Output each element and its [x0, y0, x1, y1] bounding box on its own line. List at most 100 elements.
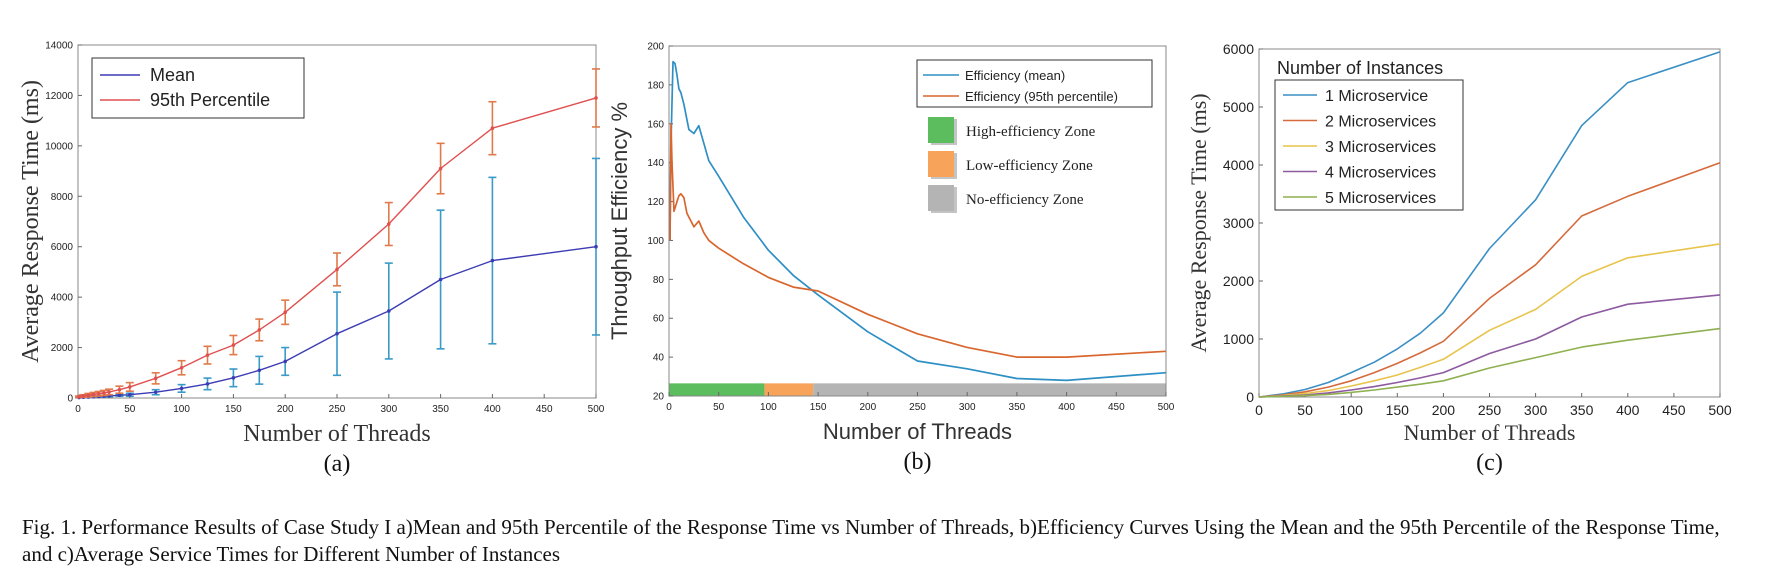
y-tick-label: 6000 [1223, 41, 1254, 57]
data-point [117, 393, 122, 398]
data-point [387, 309, 391, 313]
data-point [179, 386, 184, 391]
x-tick-label: 300 [1524, 402, 1548, 418]
y-tick-label: 1000 [1223, 331, 1254, 347]
y-tick-label: 5000 [1223, 99, 1254, 115]
x-tick-label: 400 [484, 404, 501, 415]
series-line-1-instances [1258, 51, 1721, 398]
y-tick-label: 140 [647, 158, 664, 169]
data-point [438, 277, 443, 282]
x-tick-label: 250 [329, 404, 346, 415]
legend-label: Efficiency (mean) [965, 68, 1065, 83]
x-tick-label: 0 [666, 402, 672, 413]
legend-label: 3 Microservices [1325, 139, 1436, 156]
data-point [86, 393, 91, 398]
data-point [231, 376, 236, 380]
data-point [490, 126, 495, 131]
data-point [81, 394, 85, 398]
y-tick-label: 100 [647, 236, 664, 247]
data-point [107, 390, 111, 394]
x-tick-label: 150 [225, 404, 242, 415]
series-line-3-instances [1258, 243, 1721, 398]
panel-b-chart: 0 50 100 150 200 250 300 350 400 450 500 20 40 60 80 10… [607, 42, 1175, 476]
legend-title: Number of Instances [1277, 58, 1443, 78]
x-tick-label: 300 [959, 402, 976, 413]
data-point [77, 394, 81, 399]
x-tick-label: 250 [1478, 402, 1502, 418]
data-point [387, 222, 391, 226]
x-axis-label: Number of Threads [823, 419, 1012, 444]
legend-label: Efficiency (95th percentile) [965, 89, 1118, 104]
data-point [283, 310, 288, 315]
x-tick-label: 400 [1616, 402, 1640, 418]
data-point [490, 258, 495, 263]
data-point [153, 376, 158, 381]
x-tick-label: 100 [1340, 402, 1364, 418]
data-point [96, 391, 101, 396]
data-point [128, 385, 132, 389]
x-tick-label: 400 [1058, 402, 1075, 413]
y-tick-label: 200 [647, 42, 664, 53]
data-point [117, 387, 122, 392]
data-point [91, 392, 96, 397]
data-point [283, 359, 288, 364]
x-tick-label: 450 [536, 404, 553, 415]
x-tick-label: 300 [380, 404, 397, 415]
zone-band-0 [669, 383, 765, 396]
x-tick-label: 200 [1432, 402, 1456, 418]
data-point [335, 267, 339, 272]
zone-label: No-efficiency Zone [966, 192, 1084, 208]
zone-band-2 [813, 383, 1166, 396]
series-line-5-instances [1258, 327, 1721, 398]
y-tick-label: 80 [653, 275, 665, 286]
x-tick-label: 500 [588, 404, 605, 415]
data-point [128, 392, 132, 397]
y-tick-label: 10000 [45, 141, 73, 152]
panel-c-chart: 0 50 100 150 200 250 300 350 400 450 5000100020003… [1186, 41, 1732, 476]
legend-box [916, 59, 1153, 108]
data-point [205, 353, 210, 357]
y-tick-label: 0 [67, 394, 73, 405]
y-tick-label: 6000 [51, 242, 74, 253]
x-tick-label: 450 [1108, 402, 1125, 413]
zone-swatch [928, 117, 954, 143]
data-point [257, 368, 262, 373]
y-tick-label: 14000 [45, 41, 73, 52]
series-line-efficiency-mean [669, 60, 1167, 382]
x-tick-label: 50 [1297, 402, 1313, 418]
y-tick-label: 0 [1246, 389, 1254, 405]
zone-band-1 [764, 383, 814, 396]
series-line-efficiency-p95 [669, 122, 1167, 358]
figure-caption: Fig. 1. Performance Results of Case Stud… [22, 515, 1720, 566]
zone-swatch [928, 151, 954, 177]
legend-label: 4 Microservices [1325, 165, 1436, 182]
legend-box [91, 57, 305, 119]
y-tick-label: 8000 [51, 192, 74, 203]
x-tick-label: 200 [859, 402, 876, 413]
legend-label: 95th Percentile [150, 90, 270, 110]
data-point [153, 390, 158, 395]
y-tick-label: 2000 [51, 343, 74, 354]
panel-label: (b) [904, 449, 932, 475]
x-tick-label: 0 [1255, 402, 1263, 418]
panel-a-chart: 0 50 100 150 200 250 300 350 400 450 500 0 2000 4000 6… [18, 41, 605, 478]
data-point [438, 166, 443, 171]
y-tick-label: 12000 [45, 91, 73, 102]
x-tick-label: 150 [1386, 402, 1410, 418]
y-tick-label: 2000 [1223, 273, 1254, 289]
x-tick-label: 100 [173, 404, 190, 415]
x-axis-label: Number of Threads [243, 421, 431, 447]
data-point [179, 365, 184, 370]
zone-label: High-efficiency Zone [966, 124, 1096, 140]
legend-box [1274, 79, 1464, 211]
legend-label: 1 Microservice [1325, 88, 1428, 105]
panel-label: (a) [324, 451, 351, 477]
y-tick-label: 20 [653, 392, 665, 403]
y-tick-label: 120 [647, 197, 664, 208]
data-point [205, 382, 210, 386]
x-tick-label: 50 [124, 404, 136, 415]
x-tick-label: 350 [1009, 402, 1026, 413]
x-tick-label: 250 [909, 402, 926, 413]
y-tick-label: 40 [653, 353, 665, 364]
